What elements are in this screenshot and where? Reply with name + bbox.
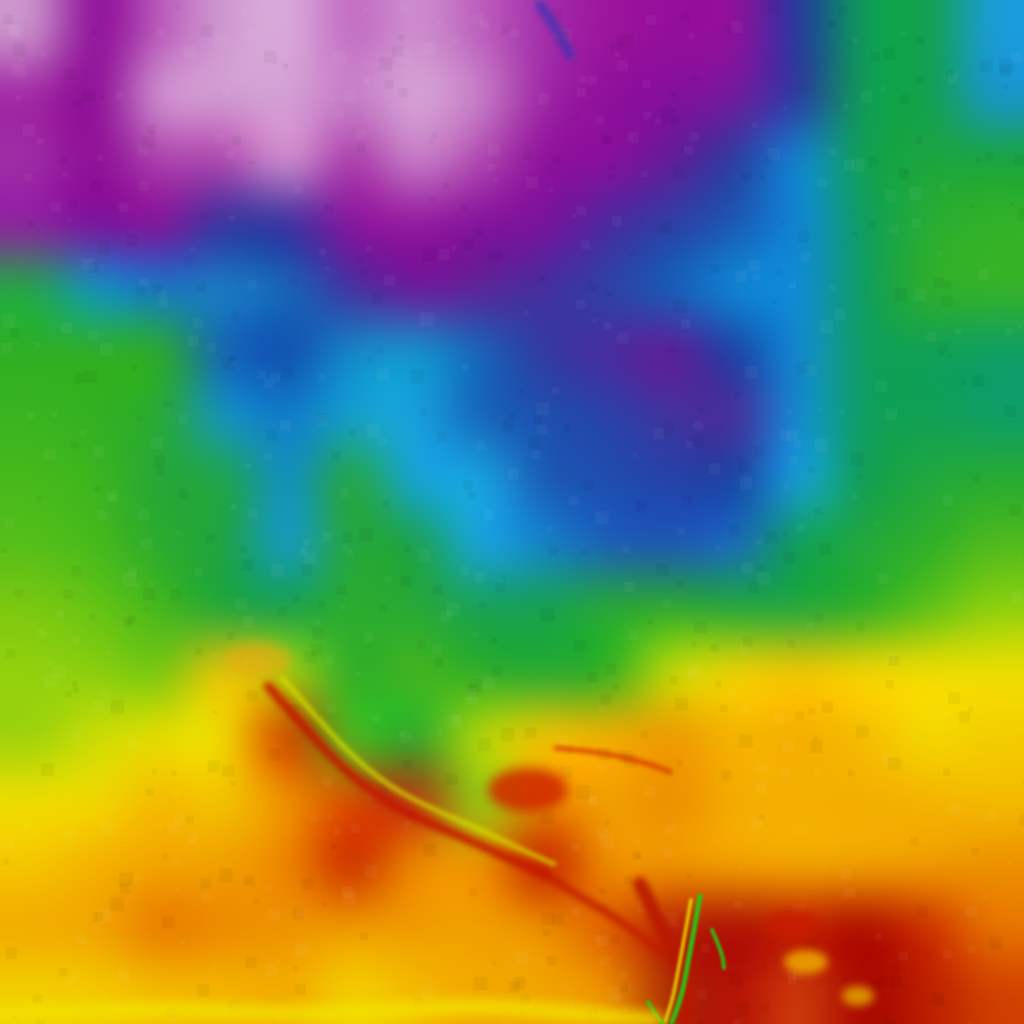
- temperature-map: [0, 0, 1024, 1024]
- heatmap-canvas: [0, 0, 1024, 1024]
